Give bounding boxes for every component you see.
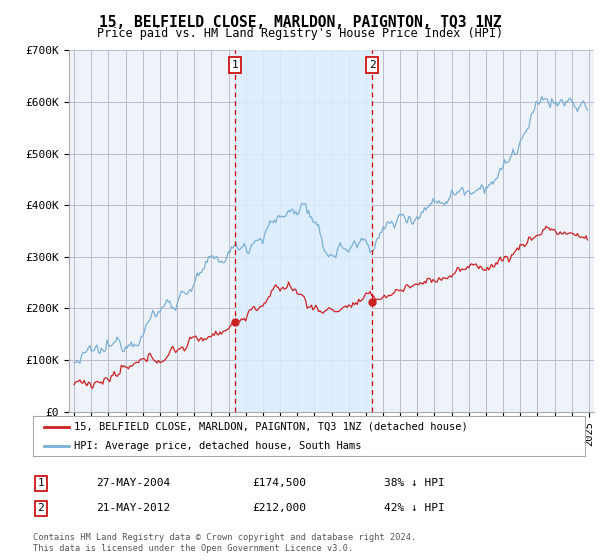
Text: 27-MAY-2004: 27-MAY-2004: [96, 478, 170, 488]
Text: 42% ↓ HPI: 42% ↓ HPI: [384, 503, 445, 514]
Text: HPI: Average price, detached house, South Hams: HPI: Average price, detached house, Sout…: [74, 441, 362, 451]
Text: £212,000: £212,000: [252, 503, 306, 514]
Text: Price paid vs. HM Land Registry's House Price Index (HPI): Price paid vs. HM Land Registry's House …: [97, 27, 503, 40]
Text: 38% ↓ HPI: 38% ↓ HPI: [384, 478, 445, 488]
Text: 15, BELFIELD CLOSE, MARLDON, PAIGNTON, TQ3 1NZ: 15, BELFIELD CLOSE, MARLDON, PAIGNTON, T…: [99, 15, 501, 30]
Text: 15, BELFIELD CLOSE, MARLDON, PAIGNTON, TQ3 1NZ (detached house): 15, BELFIELD CLOSE, MARLDON, PAIGNTON, T…: [74, 422, 468, 432]
Text: 1: 1: [37, 478, 44, 488]
Text: Contains HM Land Registry data © Crown copyright and database right 2024.
This d: Contains HM Land Registry data © Crown c…: [33, 533, 416, 553]
Text: £174,500: £174,500: [252, 478, 306, 488]
Bar: [235, 50, 372, 412]
Text: 2: 2: [37, 503, 44, 514]
Text: 1: 1: [232, 60, 238, 70]
Text: 21-MAY-2012: 21-MAY-2012: [96, 503, 170, 514]
Text: 2: 2: [369, 60, 376, 70]
